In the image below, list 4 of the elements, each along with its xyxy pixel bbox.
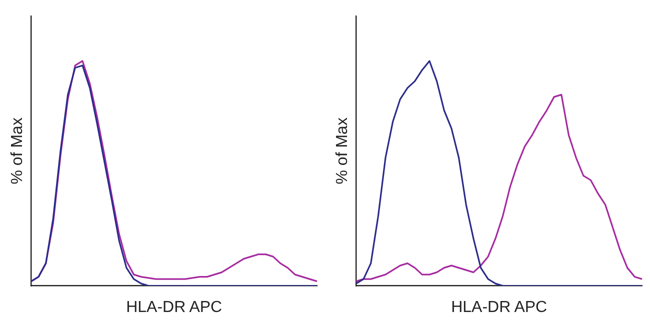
y-axis-title: % of Max	[334, 118, 352, 184]
x-axis-title: HLA-DR APC	[451, 298, 548, 316]
y-axis-title: % of Max	[9, 118, 26, 184]
x-axis-title: HLA-DR APC	[126, 298, 222, 316]
